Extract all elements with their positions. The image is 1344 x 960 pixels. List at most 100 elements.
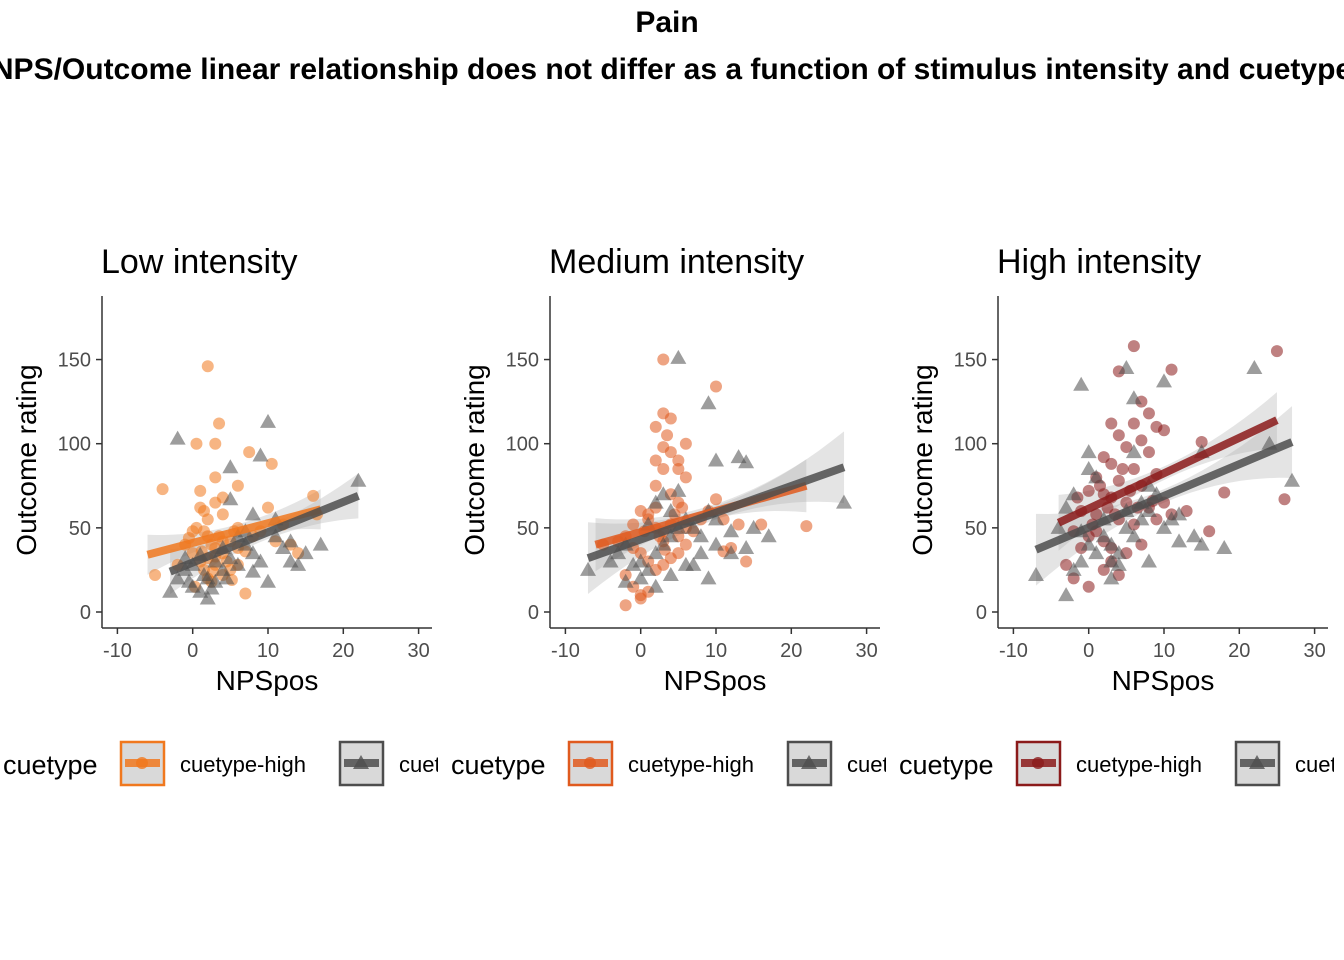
data-point-cuetype-low xyxy=(199,590,216,605)
y-tick-label: 100 xyxy=(506,434,539,456)
data-point-cuetype-low xyxy=(1065,486,1082,501)
data-point-cuetype-high xyxy=(800,520,813,533)
legend-label-high: cuetype-high xyxy=(180,752,306,777)
x-tick-label: -10 xyxy=(999,640,1028,662)
fit-line-cuetype-low xyxy=(168,492,360,576)
data-point-cuetype-high xyxy=(190,437,203,450)
data-point-cuetype-low xyxy=(632,570,649,585)
x-axis-title: NPSpos xyxy=(664,665,767,696)
data-point-cuetype-low xyxy=(730,449,747,464)
data-point-cuetype-low xyxy=(267,528,284,543)
legend-key-marker xyxy=(1032,757,1044,769)
panel-3: High intensity 0 50 100 150 -10 0 10 20 30 NPSpos O… xyxy=(899,243,1334,787)
data-point-cuetype-high xyxy=(156,483,169,496)
data-point-cuetype-high xyxy=(216,508,229,521)
data-point-cuetype-high xyxy=(710,493,722,506)
data-point-cuetype-low xyxy=(640,561,657,576)
data-point-cuetype-high xyxy=(1270,345,1283,358)
y-tick-label: 100 xyxy=(58,434,91,456)
x-tick-label: 30 xyxy=(1303,640,1325,662)
data-point-cuetype-low xyxy=(1080,536,1097,551)
data-point-cuetype-high xyxy=(732,518,745,531)
data-point-cuetype-low xyxy=(282,533,299,548)
x-tick-label: 10 xyxy=(257,640,279,662)
data-point-cuetype-low xyxy=(1140,503,1157,518)
x-tick-label: -10 xyxy=(103,640,132,662)
data-point-cuetype-high xyxy=(1105,417,1118,430)
fit-line-cuetype-high xyxy=(146,505,322,559)
legend-label-low: cuetype-low xyxy=(399,752,517,777)
data-point-cuetype-low xyxy=(738,540,755,555)
data-point-cuetype-high xyxy=(657,462,670,475)
y-tick-label: 150 xyxy=(506,350,539,372)
data-point-cuetype-high xyxy=(664,412,677,425)
data-point-cuetype-low xyxy=(1110,545,1127,560)
data-point-cuetype-low xyxy=(632,553,649,568)
data-point-cuetype-low xyxy=(1103,536,1120,551)
data-point-cuetype-low xyxy=(1140,477,1157,492)
data-point-cuetype-high xyxy=(676,501,689,514)
x-tick-label: -10 xyxy=(551,640,580,662)
y-tick-label: 0 xyxy=(976,602,987,624)
y-axis-title: Outcome rating xyxy=(11,364,42,555)
data-point-cuetype-low xyxy=(647,494,664,509)
data-point-cuetype-low xyxy=(723,523,740,538)
x-tick-label: 10 xyxy=(1153,640,1175,662)
data-point-cuetype-low xyxy=(685,519,702,534)
data-point-cuetype-low xyxy=(602,553,619,568)
x-axis-title: NPSpos xyxy=(1112,665,1215,696)
data-point-cuetype-low xyxy=(1095,528,1112,543)
data-point-cuetype-high xyxy=(679,471,692,484)
data-point-cuetype-low xyxy=(1118,519,1135,534)
data-point-cuetype-low xyxy=(738,454,755,469)
data-point-cuetype-low xyxy=(350,472,367,487)
data-point-cuetype-low xyxy=(647,578,664,593)
data-point-cuetype-high xyxy=(194,501,207,514)
data-point-cuetype-low xyxy=(1110,556,1127,571)
data-point-cuetype-low xyxy=(745,519,762,534)
data-point-cuetype-low xyxy=(700,395,717,410)
data-point-cuetype-low xyxy=(244,563,261,578)
data-point-cuetype-high xyxy=(262,501,274,514)
data-point-cuetype-low xyxy=(1133,511,1150,526)
y-tick-label: 150 xyxy=(954,350,987,372)
data-point-cuetype-high xyxy=(201,360,214,373)
data-point-cuetype-low xyxy=(1058,499,1075,514)
data-point-cuetype-low xyxy=(1050,519,1067,534)
data-point-cuetype-low xyxy=(610,545,627,560)
legend: cuetype cuetype-high cuetype-low xyxy=(451,740,965,787)
data-point-cuetype-low xyxy=(662,528,679,543)
x-tick-label: 0 xyxy=(635,640,646,662)
data-point-cuetype-high xyxy=(1082,580,1095,593)
data-point-cuetype-low xyxy=(1125,528,1142,543)
data-point-cuetype-high xyxy=(209,471,222,484)
data-point-cuetype-high xyxy=(642,508,655,521)
legend: cuetype cuetype-high cuetype-low xyxy=(3,740,517,787)
y-axis-title: Outcome rating xyxy=(907,364,938,555)
panel-title: High intensity xyxy=(997,243,1201,281)
data-point-cuetype-low xyxy=(700,570,717,585)
data-point-cuetype-low xyxy=(1284,472,1301,487)
data-point-cuetype-low xyxy=(1140,553,1157,568)
data-point-cuetype-high xyxy=(1127,417,1140,430)
data-point-cuetype-low xyxy=(1080,460,1097,475)
data-point-cuetype-high xyxy=(1195,436,1208,449)
y-tick-label: 150 xyxy=(58,350,91,372)
data-point-cuetype-high xyxy=(1203,525,1216,538)
data-point-cuetype-high xyxy=(1180,505,1193,518)
data-point-cuetype-high xyxy=(1082,484,1095,497)
data-point-cuetype-high xyxy=(1120,441,1133,454)
data-point-cuetype-high xyxy=(619,599,632,612)
y-tick-label: 50 xyxy=(69,518,91,540)
data-point-cuetype-low xyxy=(222,459,239,474)
legend-key-marker xyxy=(801,755,817,769)
fit-line-cuetype-high xyxy=(1056,416,1279,527)
data-point-cuetype-high xyxy=(1127,340,1140,353)
y-tick-label: 0 xyxy=(80,602,91,624)
y-tick-label: 50 xyxy=(965,518,987,540)
legend-key-marker xyxy=(1249,755,1265,769)
legend-label-low: cuetype-low xyxy=(847,752,965,777)
y-tick-label: 100 xyxy=(954,434,987,456)
x-tick-label: 10 xyxy=(705,640,727,662)
data-point-cuetype-low xyxy=(1156,519,1172,534)
